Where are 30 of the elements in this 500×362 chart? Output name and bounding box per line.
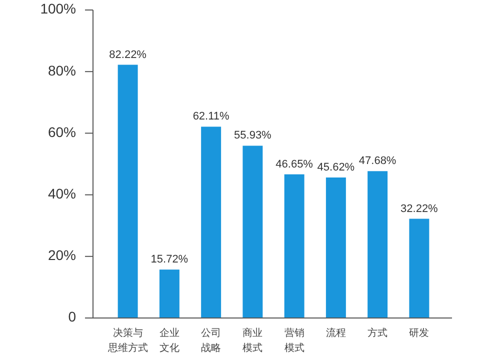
y-tick-label: 40% <box>48 186 76 202</box>
data-label: 15.72% <box>150 254 188 266</box>
data-label: 45.62% <box>317 161 355 174</box>
data-label: 46.65% <box>276 158 314 170</box>
bar <box>242 146 263 318</box>
x-tick-label: 方式 <box>368 327 388 339</box>
x-tick-label: 商业模式 <box>242 327 263 354</box>
y-tick-label: 60% <box>48 124 76 140</box>
y-tick-label: 100% <box>40 0 76 17</box>
x-tick-label: 决策与思维方式 <box>106 327 148 354</box>
bar <box>368 171 388 318</box>
bar <box>326 177 346 318</box>
bar <box>409 218 430 318</box>
bar <box>201 126 222 318</box>
x-tick-label: 研发 <box>409 328 430 339</box>
y-tick-label: 80% <box>48 62 76 78</box>
bar <box>118 64 138 318</box>
x-tick-label: 流程 <box>326 327 346 339</box>
y-tick-label: 0 <box>68 308 76 325</box>
bar <box>284 174 304 318</box>
data-label: 62.11% <box>192 110 230 123</box>
data-label: 32.22% <box>400 202 438 215</box>
x-tick-label: 企业文化 <box>159 327 180 354</box>
x-tick-label: 公司战略 <box>201 327 222 354</box>
data-label: 47.68% <box>358 155 396 168</box>
data-label: 82.22% <box>109 48 147 61</box>
y-tick-label: 20% <box>48 247 76 264</box>
bar <box>159 270 180 318</box>
x-tick-label: 营销模式 <box>284 327 304 354</box>
data-label: 55.93% <box>234 130 272 142</box>
